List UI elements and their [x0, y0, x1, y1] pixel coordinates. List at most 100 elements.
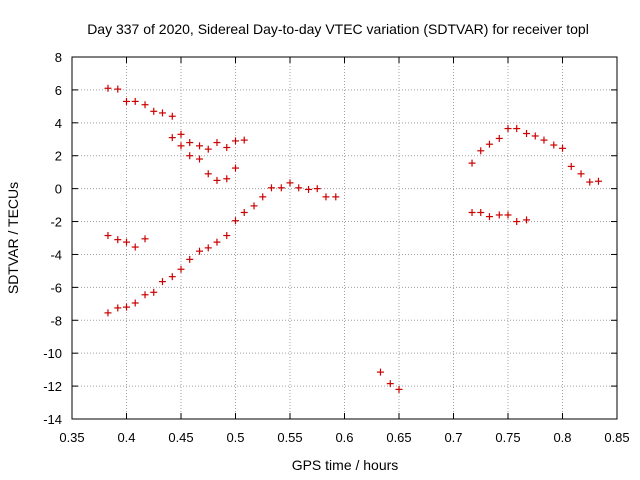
data-point [141, 101, 149, 109]
data-point [531, 132, 539, 140]
data-point [485, 140, 493, 148]
data-point [204, 145, 212, 153]
data-point [232, 217, 239, 225]
x-axis-label: GPS time / hours [292, 457, 399, 473]
data-point [240, 136, 248, 144]
y-tick-label: -4 [50, 247, 62, 262]
y-axis-label: SDTVAR / TECUs [5, 182, 21, 294]
data-point [150, 107, 158, 115]
data-point [504, 125, 512, 133]
data-point [559, 144, 566, 152]
y-tick-label: 0 [55, 182, 62, 197]
data-point [594, 177, 602, 185]
y-tick-label: -12 [43, 379, 62, 394]
data-point [223, 144, 231, 151]
data-point [232, 164, 239, 172]
data-point [523, 216, 531, 224]
data-point [131, 299, 139, 307]
data-point [213, 238, 221, 246]
data-point [577, 170, 585, 178]
data-point [250, 202, 258, 210]
x-tick-label: 0.5 [226, 430, 244, 445]
data-point [123, 97, 130, 105]
x-tick-label: 0.7 [444, 430, 462, 445]
x-tick-label: 0.35 [59, 430, 84, 445]
data-point [286, 179, 294, 187]
y-tick-label: -8 [50, 313, 62, 328]
data-point [158, 109, 166, 117]
data-point [204, 170, 212, 178]
data-point [196, 142, 204, 150]
data-point [168, 112, 176, 120]
data-point [123, 238, 130, 246]
data-point [123, 303, 130, 311]
x-tick-label: 0.55 [277, 430, 302, 445]
data-point [196, 247, 204, 255]
data-point [259, 193, 267, 201]
data-point [513, 218, 521, 226]
x-tick-label: 0.6 [335, 430, 353, 445]
data-point [186, 139, 194, 147]
data-point [477, 208, 485, 216]
data-point [386, 380, 394, 388]
data-point [114, 85, 122, 93]
data-point [131, 97, 139, 105]
data-point [104, 309, 112, 317]
data-point [104, 232, 112, 240]
y-tick-label: -14 [43, 412, 62, 427]
data-point [232, 137, 239, 145]
data-point [141, 235, 149, 243]
data-point [495, 211, 503, 219]
data-point [504, 211, 512, 219]
y-tick-label: -2 [50, 215, 62, 230]
data-point [332, 193, 340, 201]
data-point [513, 125, 521, 133]
data-point [395, 385, 403, 393]
data-point [186, 152, 194, 160]
data-point [468, 159, 476, 167]
data-point [567, 162, 575, 170]
y-tick-label: -10 [43, 346, 62, 361]
data-point [540, 136, 548, 144]
data-point [213, 139, 221, 147]
y-tick-label: -6 [50, 280, 62, 295]
data-point [376, 368, 384, 376]
data-point [550, 141, 558, 149]
data-point [204, 244, 212, 252]
x-tick-label: 0.75 [495, 430, 520, 445]
data-point [168, 134, 176, 142]
grid-lines [72, 57, 617, 419]
y-tick-label: 8 [55, 50, 62, 65]
data-point [305, 185, 313, 193]
y-tick-label: 6 [55, 83, 62, 98]
data-point [495, 134, 503, 142]
data-point [223, 232, 231, 240]
data-point [468, 208, 476, 216]
x-tick-label: 0.85 [604, 430, 629, 445]
data-point [186, 255, 194, 263]
x-tick-label: 0.4 [117, 430, 135, 445]
chart-title: Day 337 of 2020, Sidereal Day-to-day VTE… [87, 21, 589, 37]
data-point [177, 142, 185, 150]
data-point [523, 130, 531, 138]
data-point [295, 184, 303, 192]
x-tick-label: 0.65 [386, 430, 411, 445]
data-points [104, 84, 602, 393]
data-point [277, 184, 285, 192]
y-tick-label: 4 [55, 116, 62, 131]
x-tick-label: 0.8 [553, 430, 571, 445]
data-point [213, 176, 221, 184]
data-point [114, 304, 122, 312]
data-point [267, 184, 275, 192]
data-point [240, 208, 248, 216]
data-point [168, 273, 176, 281]
data-point [177, 265, 185, 273]
data-point [131, 243, 139, 251]
y-tick-label: 2 [55, 149, 62, 164]
data-point [477, 147, 485, 155]
data-point [485, 213, 493, 221]
data-point [177, 130, 185, 138]
data-point [150, 288, 158, 296]
